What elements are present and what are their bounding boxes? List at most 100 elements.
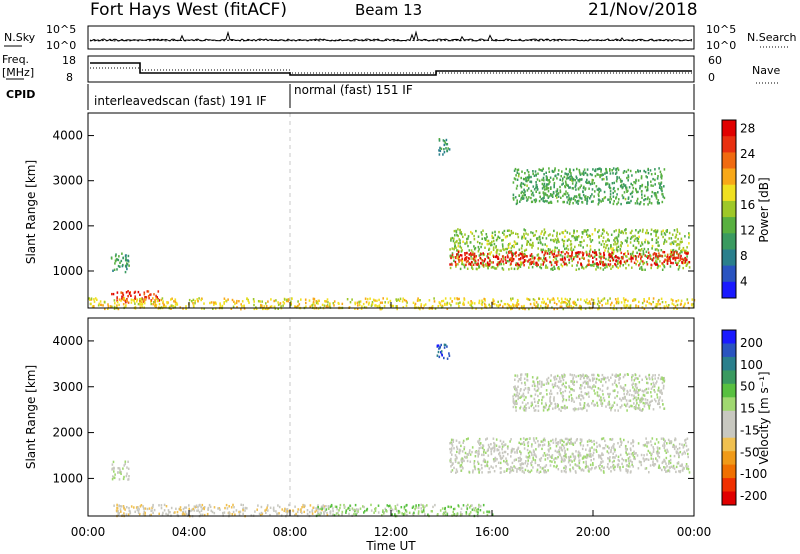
power-echo-point [163,306,165,309]
velocity-echo-point [452,507,455,511]
power-echo-point [600,168,602,171]
velocity-echo-point [150,513,152,517]
power-echo-point [598,190,600,194]
velocity-echo-point [505,469,508,472]
velocity-echo-point [569,468,571,471]
velocity-echo-point [638,407,641,410]
power-echo-point [583,299,586,302]
velocity-echo-point [523,398,526,401]
velocity-echo-point [514,400,516,403]
velocity-echo-point [322,504,325,507]
velocity-echo-point [626,392,628,396]
power-echo-point [601,232,604,235]
velocity-echo-point [636,386,638,389]
power-echo-point [567,194,570,197]
power-echo-point [471,266,473,269]
power-echo-point [541,301,543,304]
velocity-echo-point [338,509,340,512]
power-echo-point [655,197,658,200]
velocity-echo-point [670,440,672,443]
velocity-xtick-label: 16:00 [475,525,510,539]
power-echo-point [523,191,525,194]
power-echo-point [128,264,130,267]
velocity-echo-point [242,509,244,512]
velocity-echo-point [653,463,655,466]
power-echo-point [470,230,472,234]
power-echo-point [688,261,691,264]
power-echo-point [600,234,603,237]
velocity-echo-point [645,437,647,440]
velocity-echo-point [122,514,124,517]
power-echo-point [627,201,629,204]
velocity-echo-point [544,458,547,461]
power-echo-point [329,304,331,308]
power-echo-point [543,173,545,176]
power-echo-point [117,264,120,268]
power-echo-point [624,197,627,201]
power-echo-point [593,264,595,267]
velocity-echo-point [596,377,598,381]
power-echo-point [371,301,374,304]
power-echo-point [655,234,657,238]
power-echo-point [487,263,489,266]
velocity-echo-point [600,402,602,405]
power-echo-point [398,299,401,302]
velocity-echo-point [389,508,392,511]
power-echo-point [536,261,538,265]
power-echo-point [570,257,572,260]
velocity-echo-point [625,450,627,453]
power-echo-point [555,254,557,257]
velocity-echo-point [570,387,572,391]
velocity-echo-point [614,379,617,382]
velocity-echo-point [456,450,458,454]
velocity-echo-point [579,403,582,406]
power-echo-point [504,247,507,251]
power-echo-point [611,256,614,260]
power-echo-point [491,240,493,244]
velocity-echo-point [568,459,570,462]
velocity-echo-point [626,409,628,412]
power-echo-point [463,263,465,266]
power-echo-point [457,250,460,254]
power-echo-point [538,257,540,260]
velocity-echo-point [616,403,618,407]
power-echo-point [502,238,504,242]
velocity-echo-point [580,398,582,401]
power-echo-point [580,197,583,200]
velocity-echo-point [563,385,566,388]
power-echo-point [512,193,515,196]
velocity-echo-point [405,510,408,513]
power-echo-point [608,198,610,201]
velocity-echo-point [538,464,540,467]
velocity-echo-point [213,511,216,515]
power-echo-point [532,191,534,194]
velocity-echo-point [613,448,615,451]
velocity-echo-point [527,388,529,391]
power-echo-point [679,258,682,262]
power-echo-point [563,263,566,266]
power-echo-point [532,231,534,235]
power-echo-point [395,305,398,308]
power-echo-point [458,305,460,308]
power-echo-point [557,169,560,172]
power-echo-point [611,251,613,254]
power-echo-point [594,174,597,178]
velocity-echo-point [610,376,612,379]
power-echo-point [541,230,543,233]
power-echo-point [574,185,577,188]
power-echo-point [532,234,535,237]
power-echo-point [445,138,448,142]
power-echo-point [616,246,618,249]
power-echo-point [504,303,507,306]
velocity-echo-point [203,506,206,509]
power-echo-point [386,297,388,300]
power-panel-frame [87,112,695,309]
velocity-echo-point [473,460,476,463]
power-echo-point [640,248,643,251]
velocity-echo-point [631,463,633,467]
power-echo-point [528,307,530,311]
velocity-echo-point [580,469,583,472]
power-echo-point [633,299,636,302]
power-echo-point [678,243,681,246]
power-echo-point [127,254,130,258]
